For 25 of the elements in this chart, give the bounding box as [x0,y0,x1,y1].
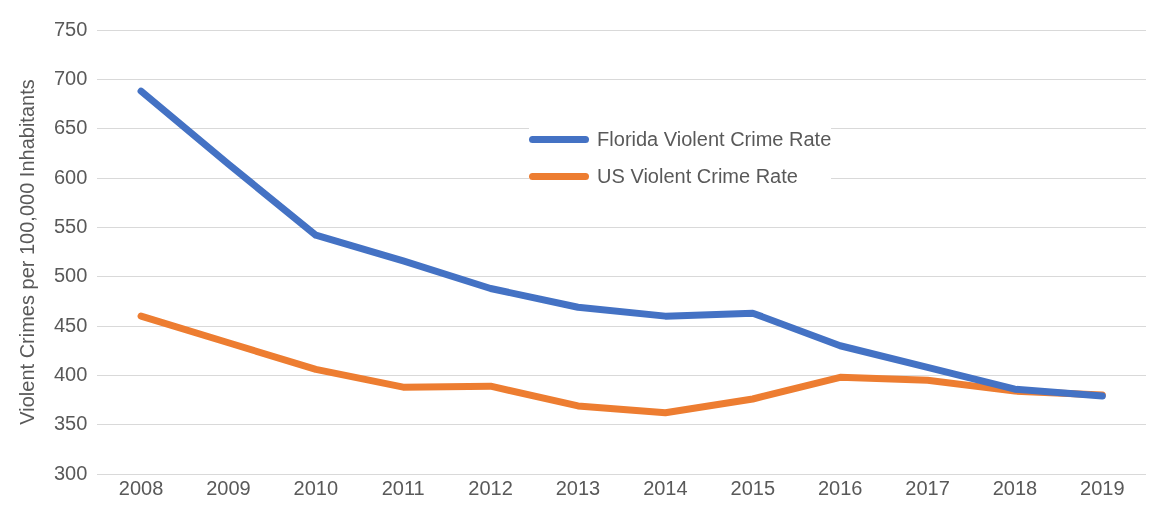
y-tick-label: 700 [53,66,88,89]
y-tick-label: 350 [53,412,88,435]
y-tick-label: 750 [53,17,88,40]
y-tick-label: 550 [53,214,88,237]
x-tick-label: 2008 [118,476,164,499]
x-tick-label: 2017 [905,476,950,499]
y-axis-title: Violent Crimes per 100,000 Inhabitants [15,79,38,425]
y-tick-label: 300 [53,461,88,484]
y-tick-label: 500 [53,264,88,287]
y-tick-label: 650 [53,116,88,139]
y-tick-label: 400 [53,362,88,385]
x-tick-label: 2019 [1080,476,1125,499]
x-tick-label: 2011 [381,476,425,499]
x-tick-label: 2015 [730,476,776,499]
x-tick-label: 2014 [643,476,688,499]
x-tick-label: 2012 [468,476,513,499]
legend-label: US Violent Crime Rate [597,165,798,188]
x-tick-label: 2010 [293,476,339,499]
legend-label: Florida Violent Crime Rate [597,128,832,151]
x-tick-label: 2016 [817,476,863,499]
x-tick-label: 2018 [992,476,1038,499]
x-tick-label: 2013 [555,476,601,499]
y-tick-label: 600 [53,165,88,188]
y-tick-label: 450 [53,313,88,336]
x-tick-label: 2009 [206,476,251,499]
